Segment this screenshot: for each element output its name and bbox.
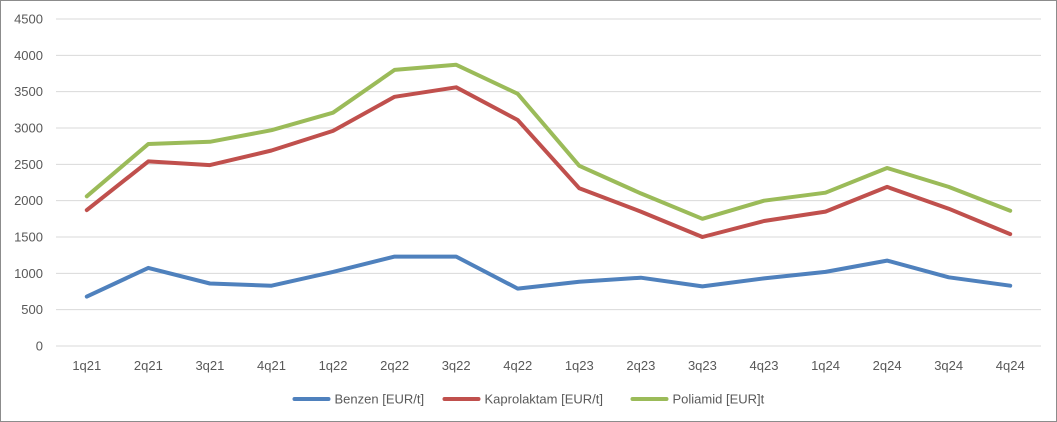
x-tick-label-1q24: 1q24 <box>811 358 840 373</box>
x-tick-label-2q24: 2q24 <box>873 358 902 373</box>
y-tick-label-4000: 4000 <box>14 48 43 63</box>
series-line-1 <box>84 254 1013 299</box>
legend-label: Kaprolaktam [EUR/t] <box>485 392 604 407</box>
x-tick-label-3q23: 3q23 <box>688 358 717 373</box>
x-tick-label-3q21: 3q21 <box>195 358 224 373</box>
series-line-3 <box>84 62 1013 221</box>
x-tick-label-4q24: 4q24 <box>996 358 1025 373</box>
x-tick-label-3q22: 3q22 <box>442 358 471 373</box>
x-tick-label-4q21: 4q21 <box>257 358 286 373</box>
x-tick-label-4q22: 4q22 <box>503 358 532 373</box>
legend: Benzen [EUR/t] Kaprolaktam [EUR/t] Poliami… <box>292 392 765 407</box>
y-tick-label-1500: 1500 <box>14 230 43 245</box>
series-2 <box>84 85 1013 239</box>
legend-item-1: Benzen [EUR/t] <box>292 392 425 407</box>
y-tick-label-2000: 2000 <box>14 193 43 208</box>
y-tick-label-3000: 3000 <box>14 121 43 136</box>
x-tick-label-4q23: 4q23 <box>750 358 779 373</box>
x-tick-label-1q21: 1q21 <box>72 358 101 373</box>
y-tick-label-4500: 4500 <box>14 12 43 27</box>
gridlines <box>56 18 1041 347</box>
legend-label: Benzen [EUR/t] <box>335 392 425 407</box>
series-lines <box>84 62 1013 299</box>
legend-item-2: Kaprolaktam [EUR/t] <box>442 392 604 407</box>
y-tick-label-2500: 2500 <box>14 157 43 172</box>
y-axis-tick-labels: 0 500 1000 1500 2000 2500 3000 3500 4000 4500 <box>14 12 43 354</box>
x-tick-label-2q23: 2q23 <box>626 358 655 373</box>
y-tick-label-500: 500 <box>21 302 43 317</box>
series-line-2 <box>84 85 1013 239</box>
legend-label: Poliamid [EUR]t <box>673 392 765 407</box>
x-axis-tick-labels: 1q21 2q21 3q21 4q21 1q22 2q22 3q22 4q22 1q23 2q23… <box>72 358 1024 373</box>
legend-item-3: Poliamid [EUR]t <box>630 392 765 407</box>
y-tick-label-3500: 3500 <box>14 84 43 99</box>
series-3 <box>84 62 1013 221</box>
y-tick-label-0: 0 <box>36 339 43 354</box>
x-tick-label-1q22: 1q22 <box>319 358 348 373</box>
series-1 <box>84 254 1013 299</box>
y-tick-label-1000: 1000 <box>14 266 43 281</box>
x-tick-label-2q21: 2q21 <box>134 358 163 373</box>
x-tick-label-1q23: 1q23 <box>565 358 594 373</box>
x-tick-label-3q24: 3q24 <box>934 358 963 373</box>
x-tick-label-2q22: 2q22 <box>380 358 409 373</box>
